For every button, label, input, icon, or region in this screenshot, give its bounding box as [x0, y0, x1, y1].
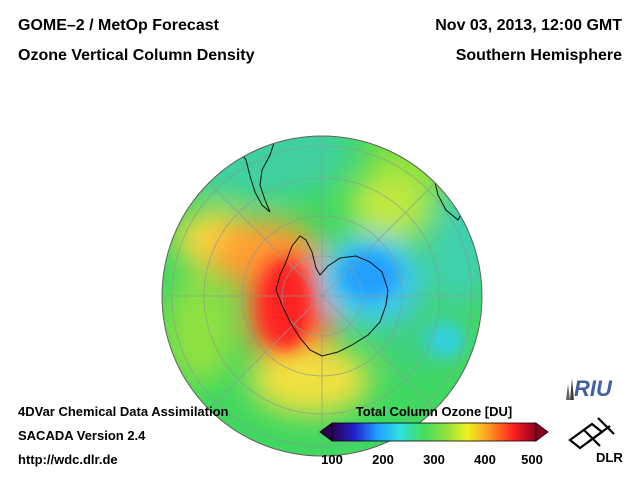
colorbar-title: Total Column Ozone [DU]: [355, 404, 513, 419]
forecast-date: Nov 03, 2013, 12:00 GMT: [435, 17, 622, 34]
ozone-field: [162, 136, 482, 456]
riu-logo: RIU: [566, 376, 613, 401]
website-link[interactable]: http://wdc.dlr.de: [18, 452, 118, 467]
colorbar-scale: [331, 422, 537, 442]
globe-outline: [161, 135, 483, 457]
graticule: [162, 136, 482, 456]
assimilation-label: 4DVar Chemical Data Assimilation: [18, 404, 229, 419]
colorbar: [319, 422, 549, 442]
dlr-logo-text: DLR: [596, 450, 623, 465]
region-label: Southern Hemisphere: [455, 47, 622, 64]
colorbar-tick: 300: [423, 452, 445, 467]
antarctica-coastline: [275, 235, 389, 357]
colorbar-tick: 200: [372, 452, 394, 467]
page-title: GOME–2 / MetOp Forecast: [18, 17, 219, 34]
colorbar-high-arrow: [535, 422, 549, 442]
colorbar-low-arrow: [319, 422, 333, 442]
colorbar-tick: 500: [521, 452, 543, 467]
dlr-logo: DLR: [568, 417, 623, 465]
version-label: SACADA Version 2.4: [18, 428, 146, 443]
colorbar-tick: 400: [474, 452, 496, 467]
riu-logo-text: RIU: [574, 376, 613, 401]
page-subtitle: Ozone Vertical Column Density: [18, 47, 255, 64]
colorbar-tick: 100: [321, 452, 343, 467]
